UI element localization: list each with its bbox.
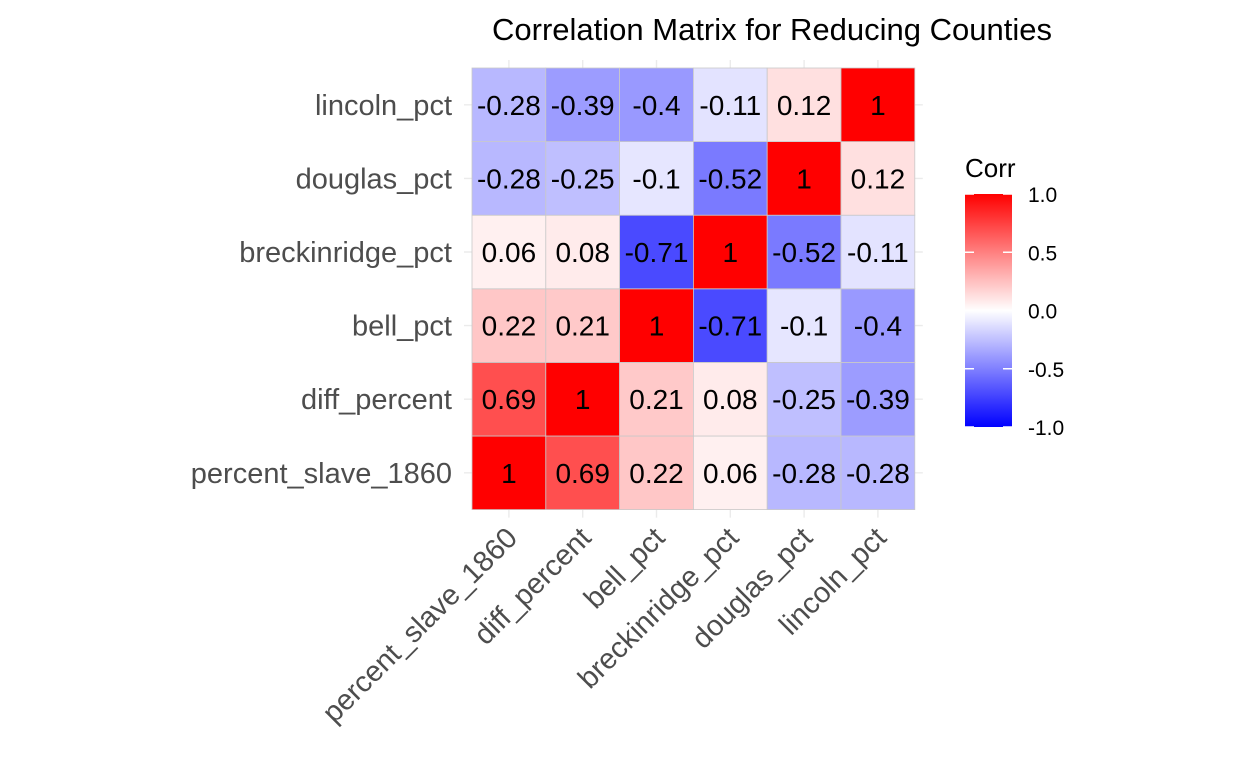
cell-value-label: 0.22 xyxy=(629,458,684,489)
heatmap-cell-diff_percent-diff_percent xyxy=(545,361,620,437)
heatmap-cell-bell_pct-bell_pct xyxy=(619,288,694,363)
heatmap-cell-breckinridge_pct-diff_percent xyxy=(693,361,768,437)
y-tick-label: diff_percent xyxy=(301,384,452,416)
heatmap-cell-lincoln_pct-lincoln_pct xyxy=(840,67,916,142)
heatmap-cell-douglas_pct-douglas_pct xyxy=(766,141,842,216)
cell-value-label: -0.71 xyxy=(625,237,689,268)
heatmap-cell-breckinridge_pct-breckinridge_pct xyxy=(693,214,768,290)
cell-value-label: -0.52 xyxy=(772,237,836,268)
cell-value-label: -0.28 xyxy=(477,163,541,194)
cell-value-label: -0.28 xyxy=(772,458,836,489)
y-tick-label: percent_slave_1860 xyxy=(191,458,452,490)
cell-value-label: 1 xyxy=(501,458,517,489)
heatmap-cell-percent_slave_1860-percent_slave_1860 xyxy=(471,435,547,510)
cell-value-label: 0.69 xyxy=(555,458,610,489)
cell-value-label: -0.28 xyxy=(477,90,541,121)
heatmap-cell-breckinridge_pct-bell_pct xyxy=(693,288,768,363)
cell-value-label: 1 xyxy=(796,163,812,194)
cell-value-label: 1 xyxy=(723,237,739,268)
cell-value-label: 1 xyxy=(649,311,665,342)
heatmap-cell-lincoln_pct-breckinridge_pct xyxy=(840,214,916,290)
heatmap-cell-douglas_pct-lincoln_pct xyxy=(766,67,842,142)
y-axis-tick-labels: percent_slave_1860 diff_percent bell_pct br… xyxy=(191,90,452,490)
heatmap-cell-douglas_pct-diff_percent xyxy=(766,361,842,437)
heatmap-cell-diff_percent-breckinridge_pct xyxy=(545,214,620,290)
heatmap-cell-percent_slave_1860-diff_percent xyxy=(471,361,547,437)
cell-value-label: -0.39 xyxy=(551,90,615,121)
heatmap-cell-diff_percent-douglas_pct xyxy=(545,141,620,216)
cell-value-label: 0.06 xyxy=(482,237,537,268)
cell-value-label: 0.12 xyxy=(851,163,906,194)
cell-value-label: -0.28 xyxy=(846,458,910,489)
legend-tick-label: -0.5 xyxy=(1028,359,1064,382)
legend-tick-label: 0.0 xyxy=(1028,301,1057,324)
y-tick-label: breckinridge_pct xyxy=(239,237,452,269)
heatmap-cell-diff_percent-percent_slave_1860 xyxy=(545,435,620,510)
heatmap-cell-bell_pct-breckinridge_pct xyxy=(619,214,694,290)
cell-value-label: 1 xyxy=(870,90,886,121)
cell-value-label: 0.69 xyxy=(482,384,537,415)
legend-tick-label: 1.0 xyxy=(1028,184,1057,207)
cell-value-label: 0.08 xyxy=(703,384,758,415)
cell-value-label: -0.25 xyxy=(551,163,615,194)
heatmap-cell-lincoln_pct-bell_pct xyxy=(840,288,916,363)
heatmap-cell-bell_pct-douglas_pct xyxy=(619,141,694,216)
legend-tick-label: 0.5 xyxy=(1028,242,1057,265)
cell-value-label: 0.22 xyxy=(482,311,537,342)
heatmap-cell-douglas_pct-bell_pct xyxy=(766,288,842,363)
heatmap-cell-percent_slave_1860-lincoln_pct xyxy=(471,67,547,142)
cell-value-label: 0.08 xyxy=(555,237,610,268)
cell-value-label: 0.21 xyxy=(555,311,610,342)
legend: Corr 1.0 0.5 0.0 -0.5 -1.0 xyxy=(965,153,1064,440)
cell-value-label: -0.1 xyxy=(780,311,828,342)
y-tick-label: lincoln_pct xyxy=(315,90,452,122)
legend-tick-label: -1.0 xyxy=(1028,417,1064,440)
cell-value-label: -0.11 xyxy=(699,90,761,121)
cell-value-label: -0.71 xyxy=(698,311,762,342)
cell-value-label: 1 xyxy=(575,384,591,415)
x-axis-tick-labels: percent_slave_1860diff_percentbell_pctbr… xyxy=(317,522,893,729)
cell-value-label: -0.11 xyxy=(847,237,909,268)
legend-title: Corr xyxy=(965,153,1016,183)
heatmap-cell-douglas_pct-breckinridge_pct xyxy=(766,214,842,290)
heatmap-cell-diff_percent-bell_pct xyxy=(545,288,620,363)
cell-value-label: -0.52 xyxy=(698,163,762,194)
heatmap-cell-lincoln_pct-diff_percent xyxy=(840,361,916,437)
heatmap-cell-diff_percent-lincoln_pct xyxy=(545,67,620,142)
heatmap-cell-percent_slave_1860-breckinridge_pct xyxy=(471,214,547,290)
heatmap-cell-bell_pct-lincoln_pct xyxy=(619,67,694,142)
y-tick-label: douglas_pct xyxy=(296,163,452,195)
heatmap-cell-lincoln_pct-percent_slave_1860 xyxy=(840,435,916,510)
cell-value-label: 0.06 xyxy=(703,458,758,489)
y-tick-label: bell_pct xyxy=(352,311,452,343)
cell-value-label: -0.39 xyxy=(846,384,910,415)
heatmap-cell-lincoln_pct-douglas_pct xyxy=(840,141,916,216)
heatmap-cell-douglas_pct-percent_slave_1860 xyxy=(766,435,842,510)
cell-value-label: -0.4 xyxy=(854,311,902,342)
cell-value-label: 0.12 xyxy=(777,90,832,121)
cell-value-label: -0.1 xyxy=(632,163,680,194)
cell-value-label: -0.4 xyxy=(632,90,680,121)
cell-value-label: 0.21 xyxy=(629,384,684,415)
chart-title: Correlation Matrix for Reducing Counties xyxy=(492,12,1052,47)
cell-value-label: -0.25 xyxy=(772,384,836,415)
heatmap-cells: 1 0.69 0.22 0.06 -0.28 -0.28 0.69 1 0.21 0.08 -0.2… xyxy=(471,67,916,510)
heatmap-cell-percent_slave_1860-bell_pct xyxy=(471,288,547,363)
